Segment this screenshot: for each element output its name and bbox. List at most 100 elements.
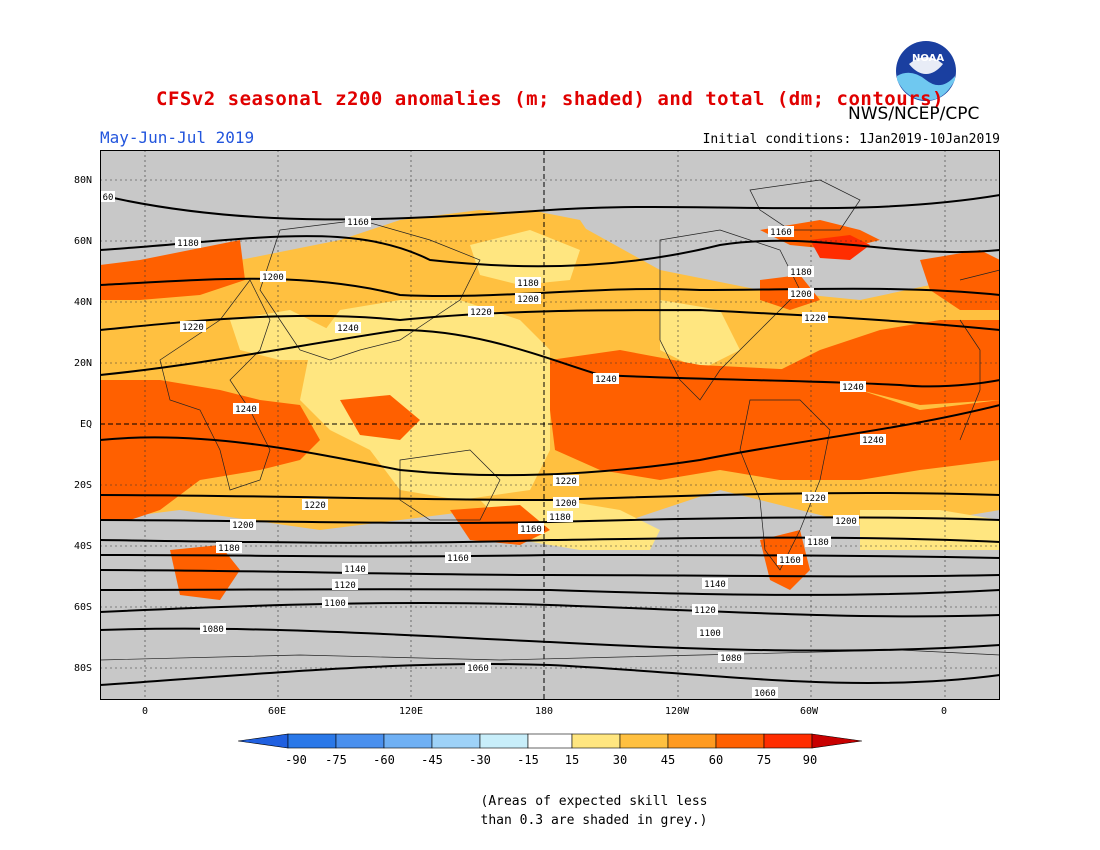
colorbar-label: -45 xyxy=(421,753,443,767)
contour-1060-sh xyxy=(100,663,1000,686)
contour-label: 1200 xyxy=(230,519,256,531)
svg-text:1200: 1200 xyxy=(835,517,857,527)
contour-label: 1240 xyxy=(840,381,866,393)
colorbar-label: 15 xyxy=(565,753,579,767)
contour-label: 1140 xyxy=(342,563,368,575)
forecast-period: May-Jun-Jul 2019 xyxy=(100,128,255,147)
lon-tick: 180 xyxy=(535,706,554,717)
shade-15-30-west-pacific xyxy=(300,300,550,500)
contour-label: 1060 xyxy=(752,687,778,699)
svg-text:1220: 1220 xyxy=(555,477,577,487)
agency-label: NWS/NCEP/CPC xyxy=(848,104,980,124)
skill-note-line2: than 0.3 are shaded in grey.) xyxy=(480,813,708,828)
map-svg: 60 1160 1180 1200 1220 1240 1240 1240 12… xyxy=(100,150,1000,700)
contour-label: 1180 xyxy=(175,237,201,249)
contour-label: 1220 xyxy=(180,321,206,333)
svg-text:1100: 1100 xyxy=(324,599,346,609)
lat-tick: 80N xyxy=(74,175,93,186)
contour-1220-nh xyxy=(100,308,1000,331)
svg-text:1120: 1120 xyxy=(694,606,716,616)
colorbar-bin xyxy=(287,733,337,749)
contour-label: 1180 xyxy=(805,536,831,548)
shade-15-30-asia xyxy=(230,310,330,360)
svg-text:1180: 1180 xyxy=(517,279,539,289)
contour-label: 1180 xyxy=(216,542,242,554)
svg-text:1200: 1200 xyxy=(262,273,284,283)
shade-60-75-southern-africa xyxy=(170,545,240,600)
contour-label: 1080 xyxy=(200,623,226,635)
colorbar-label: -60 xyxy=(373,753,395,767)
contour-label: 60 xyxy=(101,191,115,203)
shade-60-75-maritime xyxy=(340,395,420,440)
svg-text:1160: 1160 xyxy=(770,228,792,238)
contour-label: 1200 xyxy=(100,150,111,153)
contour-label: 1180 xyxy=(547,511,573,523)
svg-text:1220: 1220 xyxy=(804,494,826,504)
contour-1240-nh xyxy=(100,328,1000,388)
colorbar-bin xyxy=(667,733,717,749)
contour-label: 1080 xyxy=(718,652,744,664)
lat-tick: 80S xyxy=(74,663,93,674)
contour-label: 1240 xyxy=(233,403,259,415)
lat-tick: 40S xyxy=(74,541,93,552)
contour-label: 1120 xyxy=(332,579,358,591)
shade-60-75-east-pacific xyxy=(550,350,1000,480)
contour-label: 1220 xyxy=(468,306,494,318)
contour-label: 1240 xyxy=(860,434,886,446)
lat-tick: 20S xyxy=(74,480,93,491)
coastlines xyxy=(100,179,1000,661)
colorbar-bin xyxy=(479,733,529,749)
contour-1160-sh xyxy=(100,553,1000,559)
map-frame xyxy=(100,150,1000,700)
svg-text:1180: 1180 xyxy=(807,538,829,548)
colorbar-labels: -90 -75 -60 -45 -30 -15 15 30 45 60 75 9… xyxy=(285,753,817,767)
svg-text:1060: 1060 xyxy=(754,689,776,699)
svg-text:1120: 1120 xyxy=(334,581,356,591)
colorbar-label: -90 xyxy=(285,753,307,767)
svg-text:1220: 1220 xyxy=(804,314,826,324)
contour-1080-sh xyxy=(100,627,1000,652)
contour-label: 1200 xyxy=(833,515,859,527)
contour-label: 1180 xyxy=(515,277,541,289)
colorbar-label: 60 xyxy=(709,753,723,767)
contour-labels: 60 1160 1180 1200 1220 1240 1240 1240 12… xyxy=(100,150,886,699)
contour-label: 1060 xyxy=(465,662,491,674)
contour-label: 1200 xyxy=(788,288,814,300)
svg-text:1140: 1140 xyxy=(344,565,366,575)
svg-text:1100: 1100 xyxy=(699,629,721,639)
svg-text:1140: 1140 xyxy=(704,580,726,590)
svg-text:1240: 1240 xyxy=(842,383,864,393)
svg-text:1220: 1220 xyxy=(304,501,326,511)
svg-text:1200: 1200 xyxy=(790,290,812,300)
contour-label: 1220 xyxy=(553,475,579,487)
colorbar-label: -30 xyxy=(469,753,491,767)
colorbar-bin xyxy=(431,733,481,749)
contour-label: 1240 xyxy=(100,150,111,153)
svg-text:1240: 1240 xyxy=(862,436,884,446)
svg-text:1240: 1240 xyxy=(235,405,257,415)
svg-text:1240: 1240 xyxy=(100,150,111,153)
svg-text:1240: 1240 xyxy=(337,324,359,334)
skill-note: (Areas of expected skill less than 0.3 a… xyxy=(0,792,1100,830)
svg-text:1180: 1180 xyxy=(218,544,240,554)
contour-1240-sh xyxy=(100,404,1000,477)
contour-label: 1200 xyxy=(260,271,286,283)
contour-label: 1180 xyxy=(100,150,111,153)
noaa-logo-text: NOAA xyxy=(912,53,945,64)
contour-label: 1220 xyxy=(802,492,828,504)
skill-note-line1: (Areas of expected skill less xyxy=(480,794,708,809)
contour-1160-nh xyxy=(100,194,1000,221)
contour-label: 1160 xyxy=(445,552,471,564)
contour-1120-sh xyxy=(100,588,1000,596)
svg-text:1180: 1180 xyxy=(100,150,111,153)
svg-text:1180: 1180 xyxy=(549,513,571,523)
lat-tick: 60N xyxy=(74,236,93,247)
contour-label: 1120 xyxy=(692,604,718,616)
contour-1200-nh xyxy=(100,277,1000,298)
colorbar-bin xyxy=(237,733,289,749)
svg-text:1200: 1200 xyxy=(555,499,577,509)
anomaly-map: 60 1160 1180 1200 1220 1240 1240 1240 12… xyxy=(100,150,1000,700)
lon-tick: 60E xyxy=(268,706,287,717)
lon-tick: 120W xyxy=(665,706,690,717)
colorbar-bin xyxy=(763,733,813,749)
